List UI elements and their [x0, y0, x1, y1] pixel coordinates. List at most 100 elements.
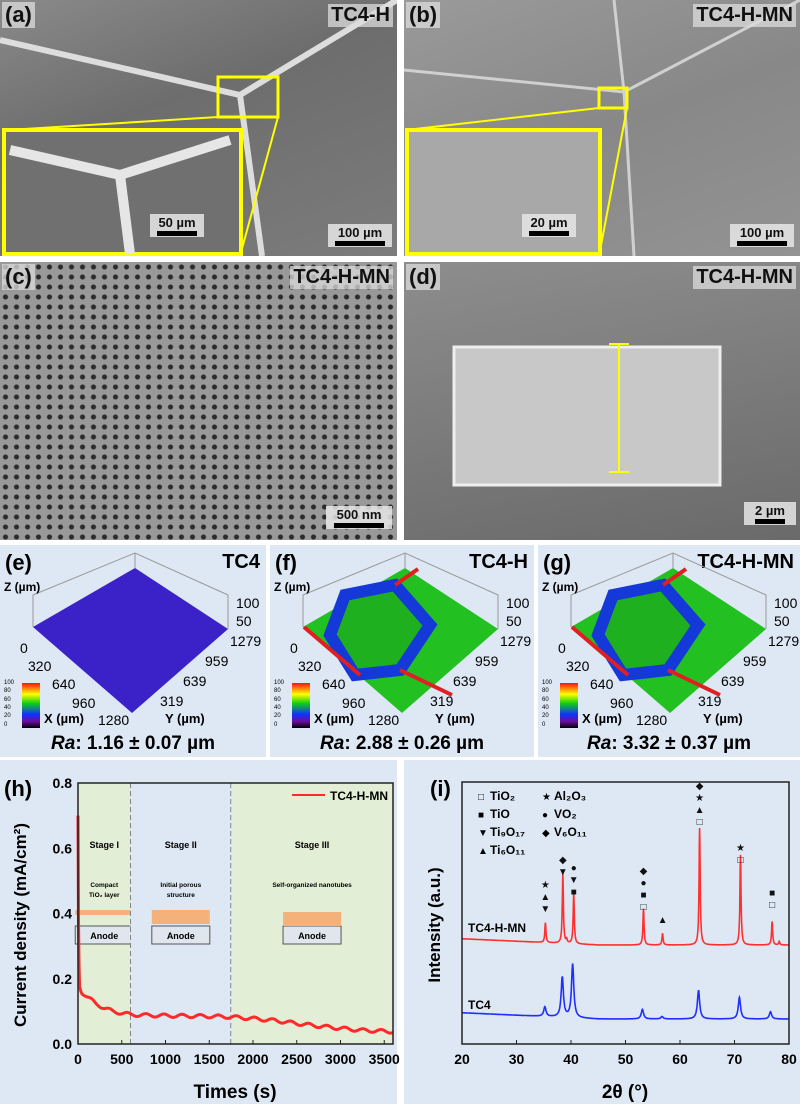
legend-label: VO₂: [554, 807, 577, 821]
panel-label: (g): [543, 550, 572, 575]
x-axis-label: X (µm): [314, 711, 354, 726]
y-axis-label: Current density (mA/cm²): [11, 823, 30, 1027]
phase-marker: ●: [571, 863, 577, 874]
y-tick-label: 0.2: [53, 971, 73, 987]
legend-marker: ▼: [478, 828, 488, 839]
panel-label: (b): [406, 2, 441, 28]
x-tick: 1280: [368, 712, 400, 728]
y-axis-label: Y (µm): [435, 711, 475, 726]
stage-label: Stage II: [165, 840, 197, 850]
x-tick: 320: [298, 658, 322, 674]
stage-desc: TiO₂ layer: [89, 892, 120, 899]
series-label: TC4-H-MN: [468, 921, 526, 935]
panel-f: (f) TC4-H Z (µm) X (µm) Y (µm) 100 50 0 32…: [270, 545, 534, 757]
legend-label: Al₂O₃: [554, 789, 586, 803]
stage-desc: structure: [167, 892, 196, 899]
x-tick-label: 500: [110, 1051, 134, 1067]
colorbar-tick: 80: [4, 688, 11, 695]
colorbar-tick: 0: [274, 721, 278, 728]
y-tick: 319: [430, 693, 454, 709]
z-tick: 50: [506, 613, 522, 629]
panel-a: (a) TC4-H 50 µm 100 µm: [0, 0, 397, 256]
panel-d: (d) TC4-H-MN 2 µm: [404, 262, 800, 540]
colorbar: [560, 683, 578, 728]
y-tick: 1279: [500, 633, 532, 649]
panel-label: (h): [4, 776, 32, 801]
x-tick-label: 2500: [281, 1051, 312, 1067]
sample-name: TC4-H-MN: [697, 551, 794, 573]
stage-desc: Initial porous: [160, 882, 201, 889]
y-axis-label: Intensity (a.u.): [425, 867, 444, 982]
anode-label: Anode: [298, 931, 326, 941]
panel-i: [404, 760, 800, 1104]
panel-g: (g) TC4-H-MN Z (µm) X (µm) Y (µm) 100 50 …: [538, 545, 800, 757]
inset-scale-bar: 20 µm: [522, 214, 576, 237]
x-tick: 0: [290, 640, 298, 656]
phase-marker: ★: [541, 880, 550, 891]
colorbar-tick: 20: [542, 713, 549, 720]
x-tick-label: 0: [74, 1051, 82, 1067]
oxide-layer: [283, 912, 342, 926]
x-axis-label: X (µm): [44, 711, 84, 726]
phase-marker: □: [737, 855, 743, 866]
z-tick: 100: [236, 595, 260, 611]
x-tick: 640: [322, 676, 346, 692]
inset-scale-bar: 50 µm: [150, 214, 204, 237]
surface: [33, 568, 228, 713]
x-tick: 320: [566, 658, 590, 674]
colorbar-tick: 20: [274, 713, 281, 720]
z-tick: 50: [774, 613, 790, 629]
legend-marker: ▲: [478, 846, 488, 857]
colorbar: [292, 683, 310, 728]
x-tick: 0: [20, 640, 28, 656]
scale-bar: 100 µm: [730, 224, 794, 247]
series-line-tc4-h-mn: [461, 827, 789, 946]
y-axis-label: Y (µm): [703, 711, 743, 726]
y-tick: 639: [183, 673, 207, 689]
x-tick-label: 1000: [150, 1051, 181, 1067]
legend-label: Ti₉O₁₇: [490, 825, 525, 839]
x-tick: 0: [558, 640, 566, 656]
phase-marker: ◆: [696, 781, 704, 792]
z-tick: 50: [236, 613, 252, 629]
stage-label: Stage III: [295, 840, 330, 850]
sem-image-d: [452, 343, 722, 487]
x-tick-label: 3500: [369, 1051, 400, 1067]
legend-label: V₆O₁₁: [554, 825, 587, 839]
colorbar-tick: 80: [542, 688, 549, 695]
legend-marker: ★: [542, 792, 551, 803]
panel-label: (a): [2, 2, 35, 28]
colorbar-tick: 40: [274, 704, 281, 711]
oxide-layer: [151, 910, 210, 924]
series-line-tc4-h-mn: [76, 815, 394, 1035]
x-tick-label: 2000: [237, 1051, 268, 1067]
plot-frame: [77, 782, 394, 1045]
anode-label: Anode: [90, 931, 118, 941]
series-label: TC4: [468, 998, 491, 1012]
y-tick: 1279: [230, 633, 262, 649]
x-tick-label: 70: [727, 1051, 743, 1067]
scale-bar: 500 nm: [326, 506, 392, 529]
x-tick-label: 60: [672, 1051, 688, 1067]
y-tick: 959: [475, 653, 499, 669]
y-tick-label: 0.4: [53, 906, 73, 922]
surface-3d-plot: [292, 552, 499, 728]
sample-name: TC4-H-MN: [693, 4, 796, 27]
colorbar-tick: 100: [542, 680, 553, 686]
x-tick: 1280: [636, 712, 668, 728]
panel-e: (e) TC4 Z (µm) X (µm) Y (µm) 100 50 0 320 6…: [0, 545, 266, 757]
colorbar-tick: 40: [4, 704, 11, 711]
x-axis-label: X (µm): [582, 711, 622, 726]
x-tick-label: 1500: [194, 1051, 225, 1067]
phase-marker: ◆: [559, 855, 567, 866]
legend-marker: ■: [478, 810, 484, 821]
legend-label: TiO: [490, 807, 510, 821]
x-tick-label: 30: [509, 1051, 525, 1067]
colorbar-tick: 60: [4, 696, 11, 703]
z-axis-label: Z (µm): [542, 580, 579, 594]
sample-name: TC4-H-MN: [693, 266, 796, 289]
surface-3d-plot: [22, 552, 229, 728]
phase-marker: ■: [640, 890, 646, 901]
x-axis-label: 2θ (°): [602, 1082, 648, 1103]
